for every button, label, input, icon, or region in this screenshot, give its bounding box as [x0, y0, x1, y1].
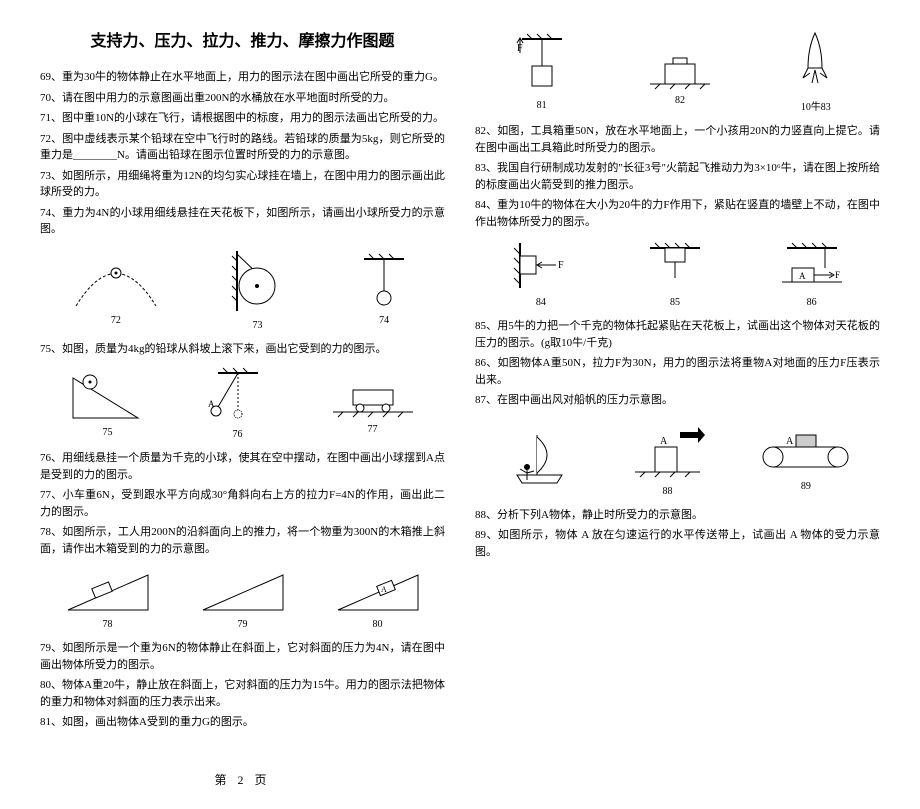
fig-label-89: 89: [801, 479, 811, 494]
q86: 86、如图物体A重50N，拉力F为30N，用力的图示法将重物A对地面的压力F压表…: [475, 355, 880, 388]
q87: 87、在图中画出风对船帆的压力示意图。: [475, 392, 880, 409]
fig-row-72-74: 72 73 74: [40, 246, 445, 333]
fig-76: A 76: [203, 365, 273, 442]
q80: 80、物体A重20牛，静止放在斜面上，它对斜面的压力为15牛。用力的图示法把物体…: [40, 677, 445, 710]
q82: 82、如图，工具箱重50N，放在水平地面上，一个小孩用20N的力竖直向上提它。请…: [475, 123, 880, 156]
fig-89: A 89: [758, 422, 853, 494]
incline-ball-icon: [68, 368, 148, 423]
fig-82: 82: [645, 36, 715, 108]
q78: 78、如图所示，工人用200N的沿斜面向上的推力，将一个物重为300N的木箱推上…: [40, 524, 445, 557]
svg-text:F: F: [558, 260, 564, 271]
fig-label-74: 74: [379, 313, 389, 328]
cart-icon: [328, 370, 418, 420]
fig-88: A 88: [630, 417, 705, 499]
fig-label-84: 84: [536, 295, 546, 310]
fig-84: F 84: [508, 238, 573, 310]
q84: 84、重为10牛的物体在大小为20牛的力F作用下，紧贴在竖直的墙壁上不动，在图中…: [475, 197, 880, 230]
fig-row-87-89: A 88 A 89: [475, 417, 880, 499]
fig-label-72: 72: [111, 313, 121, 328]
q74: 74、重力为4N的小球用细线悬挂在天花板下，如图所示，请画出小球所受力的示意图。: [40, 205, 445, 238]
pendulum-icon: A: [203, 365, 273, 425]
toolbox-icon: [645, 36, 715, 91]
block-pull-icon: A F: [777, 238, 847, 293]
fig-87: [502, 425, 577, 490]
incline-icon: [198, 565, 288, 615]
fig-row-75-77: 75 A 76 77: [40, 365, 445, 442]
fig-74: 74: [354, 251, 414, 328]
fig-label-82: 82: [675, 93, 685, 108]
fig-80: A 80: [333, 565, 423, 632]
ceiling-block-icon: [640, 238, 710, 293]
fig-row-84-86: F 84 85 A F 86: [475, 238, 880, 310]
q89: 89、如图所示，物体 A 放在匀速运行的水平传送带上，试画出 A 物体的受力示意…: [475, 527, 880, 560]
hanging-ball-icon: [354, 251, 414, 311]
fig-label-77: 77: [368, 422, 378, 437]
sailboat-icon: [502, 425, 577, 490]
block-arrow-icon: A: [630, 417, 705, 482]
incline-box-icon: [63, 565, 153, 615]
fig-row-78-80: 78 79 A 80: [40, 565, 445, 632]
q88: 88、分析下列A物体，静止时所受力的示意图。: [475, 507, 880, 524]
svg-text:F: F: [835, 270, 840, 280]
svg-text:A: A: [799, 271, 806, 281]
left-column: 支持力、压力、拉力、推力、摩擦力作图题 69、重为30牛的物体静止在水平地面上，…: [40, 20, 445, 789]
q76: 76、用细线悬挂一个质量为千克的小球，使其在空中摆动，在图中画出小球摆到A点是受…: [40, 450, 445, 483]
right-column: F 81 82 10牛83 82、如图，工具箱重50N，放在水平地面上，一个小孩…: [475, 20, 880, 789]
fig-label-80: 80: [373, 617, 383, 632]
q79: 79、如图所示是一个重为6N的物体静止在斜面上，它对斜面的压力为4N，请在图中画…: [40, 640, 445, 673]
page-columns: 支持力、压力、拉力、推力、摩擦力作图题 69、重为30牛的物体静止在水平地面上，…: [40, 20, 880, 789]
fig-label-78: 78: [103, 617, 113, 632]
q71: 71、图中重10N的小球在飞行，请根据图中的标度，用力的图示法画出它所受的力。: [40, 110, 445, 127]
q77: 77、小车重6N，受到跟水平方向成30°角斜向右上方的拉力F=4N的作用，画出此…: [40, 487, 445, 520]
fig-73: 73: [222, 246, 292, 333]
fig-row-81-83: F 81 82 10牛83: [475, 28, 880, 115]
q73: 73、如图所示，用细绳将重为12N的均匀实心球挂在墙上，在图中用力的图示画出此球…: [40, 168, 445, 201]
fig-label-88: 88: [662, 484, 672, 499]
fig-86: A F 86: [777, 238, 847, 310]
fig-85: 85: [640, 238, 710, 310]
svg-text:A: A: [208, 399, 215, 409]
svg-text:A: A: [786, 436, 794, 447]
page-number: 第 2 页: [40, 771, 445, 789]
fig-label-85: 85: [670, 295, 680, 310]
fig-label-79: 79: [238, 617, 248, 632]
fig-label-73: 73: [252, 318, 262, 333]
fig-77: 77: [328, 370, 418, 437]
fig-label-83: 10牛83: [801, 100, 831, 115]
fig-label-81: 81: [537, 98, 547, 113]
fig-75: 75: [68, 368, 148, 440]
fig-label-76: 76: [233, 427, 243, 442]
svg-text:A: A: [660, 436, 668, 447]
q81: 81、如图，画出物体A受到的重力G的图示。: [40, 714, 445, 731]
q83: 83、我国自行研制成功发射的"长征3号"火箭起飞推动力为3×10⁶牛，请在图上按…: [475, 160, 880, 193]
fig-83: 10牛83: [788, 28, 843, 115]
rocket-icon: [788, 28, 843, 98]
ball-wall-icon: [222, 246, 292, 316]
svg-text:A: A: [381, 585, 387, 594]
q85: 85、用5牛的力把一个千克的物体托起紧贴在天花板上，试画出这个物体对天花板的压力…: [475, 318, 880, 351]
page-title: 支持力、压力、拉力、推力、摩擦力作图题: [40, 30, 445, 54]
fig-79: 79: [198, 565, 288, 632]
fig-81: F 81: [512, 31, 572, 113]
hang-box-icon: F: [512, 31, 572, 96]
q75: 75、如图，质量为4kg的铅球从斜坡上滚下来，画出它受到的力的图示。: [40, 341, 445, 358]
fig-78: 78: [63, 565, 153, 632]
fig-label-86: 86: [807, 295, 817, 310]
q70: 70、请在图中用力的示意图画出重200N的水桶放在水平地面时所受的力。: [40, 90, 445, 107]
wall-block-icon: F: [508, 238, 573, 293]
fig-72: 72: [71, 251, 161, 328]
conveyor-icon: A: [758, 422, 853, 477]
fig-label-75: 75: [103, 425, 113, 440]
q69: 69、重为30牛的物体静止在水平地面上，用力的图示法在图中画出它所受的重力G。: [40, 69, 445, 86]
incline-A-icon: A: [333, 565, 423, 615]
q72: 72、图中虚线表示某个铅球在空中飞行时的路线。若铅球的质量为5kg，则它所受的重…: [40, 131, 445, 164]
trajectory-icon: [71, 251, 161, 311]
